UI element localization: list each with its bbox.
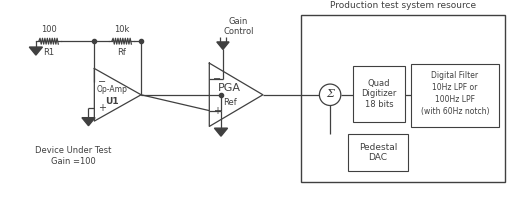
Text: +: + bbox=[98, 103, 106, 113]
Text: 10k: 10k bbox=[114, 25, 129, 34]
Bar bbox=[347, 134, 408, 171]
Text: Op-Amp: Op-Amp bbox=[97, 85, 128, 94]
Text: −: − bbox=[213, 74, 221, 84]
Text: Device Under Test
Gain =100: Device Under Test Gain =100 bbox=[35, 146, 111, 166]
Text: Σ: Σ bbox=[326, 89, 334, 99]
Polygon shape bbox=[215, 128, 227, 136]
Text: Pedestal
DAC: Pedestal DAC bbox=[359, 143, 397, 162]
Bar bbox=[301, 15, 506, 182]
Polygon shape bbox=[217, 42, 229, 49]
Text: R1: R1 bbox=[43, 48, 54, 57]
Text: Ref: Ref bbox=[223, 98, 237, 107]
Polygon shape bbox=[29, 47, 42, 55]
Text: 100: 100 bbox=[41, 25, 56, 34]
Polygon shape bbox=[82, 118, 95, 126]
Bar bbox=[411, 64, 499, 127]
Text: Production test system resource: Production test system resource bbox=[330, 1, 476, 10]
Text: PGA: PGA bbox=[218, 83, 241, 93]
Text: Quad
Digitizer
18 bits: Quad Digitizer 18 bits bbox=[361, 79, 397, 109]
Text: Digital Filter
10Hz LPF or
100Hz LPF
(with 60Hz notch): Digital Filter 10Hz LPF or 100Hz LPF (wi… bbox=[420, 71, 489, 116]
Text: +: + bbox=[213, 106, 221, 116]
Bar bbox=[353, 66, 405, 122]
Text: Rf: Rf bbox=[117, 48, 126, 57]
Text: −: − bbox=[98, 77, 107, 87]
Text: Gain
Control: Gain Control bbox=[223, 17, 254, 36]
Text: U1: U1 bbox=[105, 97, 119, 106]
